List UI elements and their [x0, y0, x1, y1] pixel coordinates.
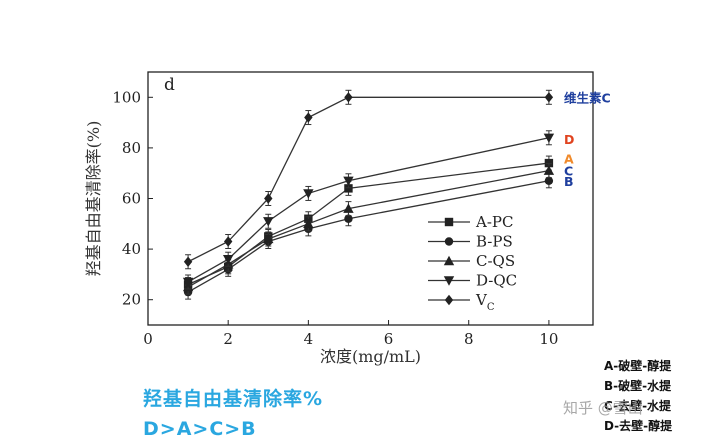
caption-title: 羟基自由基清除率%: [143, 388, 324, 410]
legend-marker-b-ps: [444, 237, 454, 246]
y-tick-label: 20: [122, 291, 141, 309]
sample-notes: A-破壁-醇提 B-破壁-水提 C-去壁-水提 D-去壁-醇提: [604, 356, 672, 436]
point-v-c: [544, 92, 554, 103]
point-d-qc: [343, 176, 354, 186]
series-line-c-qs: [187, 170, 550, 288]
legend-marker-a-pc: [444, 217, 454, 227]
y-tick-label: 60: [122, 190, 141, 208]
point-d-qc: [263, 217, 274, 227]
plot-frame: [147, 71, 594, 326]
note-d: D-去壁-醇提: [604, 419, 673, 433]
end-label-b: B: [564, 174, 574, 189]
y-axis-label: 羟基自由基清除率(%): [84, 121, 103, 277]
watermark-text: 知乎 @雪山: [563, 399, 643, 417]
point-v-c: [344, 92, 353, 103]
x-tick-label: 0: [143, 330, 153, 348]
x-tick-label: 8: [464, 330, 474, 348]
note-b: B-破壁-水提: [604, 379, 672, 393]
y-tick-label: 80: [122, 139, 141, 157]
legend-label-subscript: C: [487, 302, 495, 313]
legend-marker-c-qs: [443, 255, 455, 266]
point-v-c: [183, 256, 193, 267]
x-tick-label: 6: [384, 330, 394, 348]
point-d-qc: [303, 189, 314, 199]
point-v-c: [223, 236, 233, 247]
series-line-a-pc: [187, 162, 549, 286]
point-a-pc: [544, 158, 554, 168]
x-axis-label: 浓度(mg/mL): [320, 347, 421, 366]
note-a: A-破壁-醇提: [604, 359, 672, 373]
note-c: C-去壁-水提: [604, 399, 672, 413]
series-line-b-ps: [187, 180, 550, 293]
legend-label-d-qc: D-QC: [476, 272, 517, 290]
series-line-v-c: [187, 96, 549, 263]
caption-ranking: D>A>C>B: [143, 418, 257, 440]
legend-label-c-qs: C-QS: [476, 252, 515, 270]
y-tick-label: 40: [122, 240, 141, 258]
end-label-a: A: [564, 152, 574, 167]
point-b-ps: [344, 214, 353, 223]
end-label-c: C: [564, 164, 573, 179]
legend-label-b-ps: B-PS: [476, 233, 513, 251]
point-d-qc: [543, 133, 555, 143]
point-c-qs: [343, 203, 354, 213]
legend-label-a-pc: A-PC: [475, 213, 513, 231]
point-c-qs: [543, 165, 555, 175]
x-tick-label: 4: [304, 330, 314, 348]
end-label-vc: 维生素C: [564, 90, 611, 105]
legend-marker-d-qc: [443, 276, 455, 286]
legend-label-main: V: [475, 291, 488, 309]
point-v-c: [264, 193, 273, 204]
point-b-ps: [544, 176, 554, 185]
y-tick-label: 100: [112, 88, 141, 106]
panel-label: d: [164, 75, 175, 95]
point-d-qc: [182, 277, 194, 288]
x-tick-label: 2: [223, 330, 233, 348]
series-line-d-qc: [187, 137, 550, 283]
point-v-c: [304, 112, 313, 123]
point-c-qs: [263, 233, 274, 244]
end-label-d: D: [564, 132, 574, 147]
point-d-qc: [222, 255, 234, 265]
legend-marker-v-c: [444, 294, 454, 306]
legend-label-v-c: VC: [475, 291, 495, 313]
point-c-qs: [303, 218, 314, 228]
point-a-pc: [344, 184, 353, 193]
x-tick-label: 10: [539, 330, 558, 348]
